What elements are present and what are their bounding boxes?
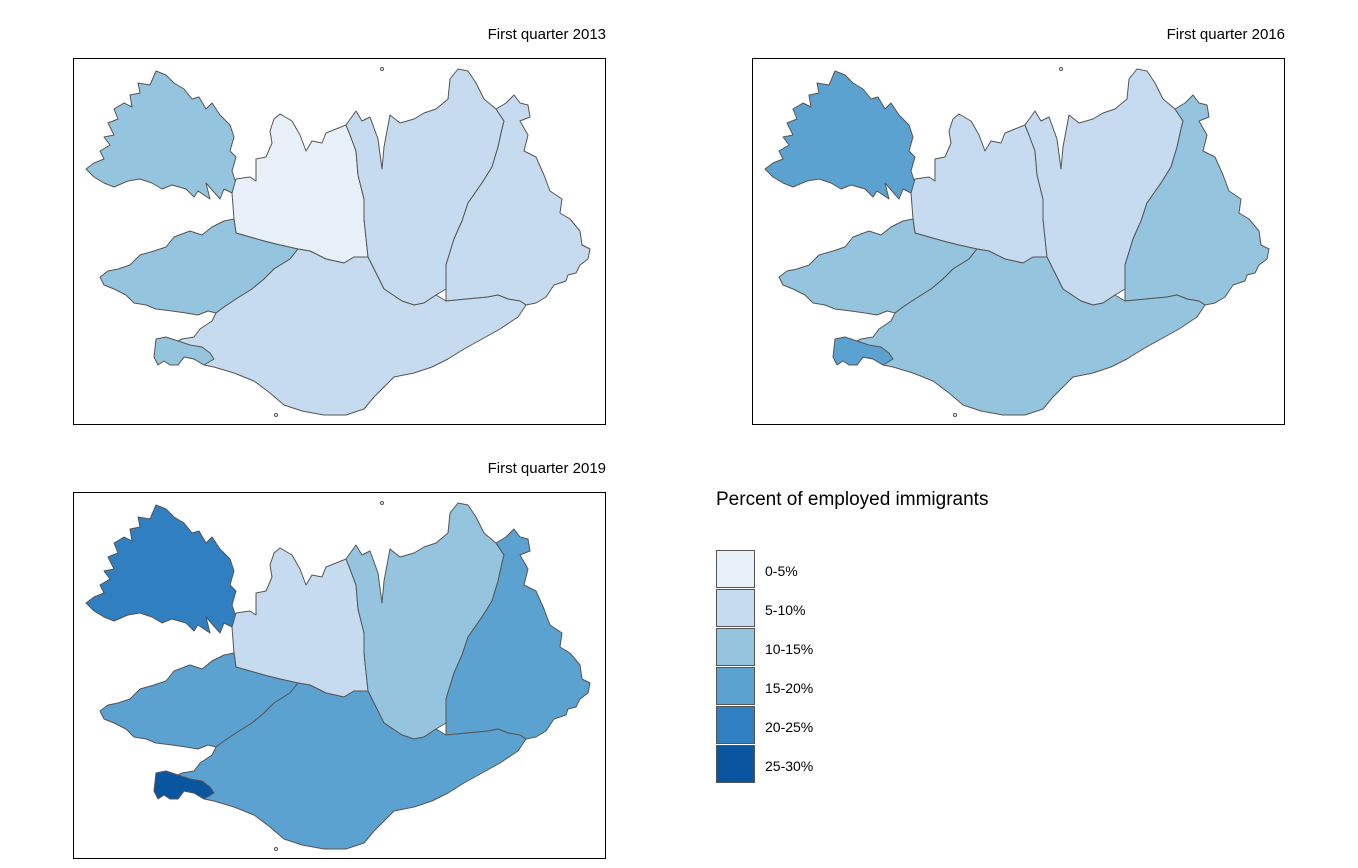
map-frame (73, 58, 606, 425)
panel-title: First quarter 2019 (487, 460, 606, 477)
panel-title: First quarter 2016 (1166, 26, 1285, 43)
iceland-map (85, 67, 591, 417)
islet-grimsey (1059, 67, 1063, 71)
iceland-map (85, 501, 591, 851)
region-east (1124, 94, 1270, 306)
panel-title: First quarter 2013 (487, 26, 606, 43)
region-capital (153, 336, 215, 366)
islet-grimsey (380, 67, 384, 71)
region-westfjords (85, 504, 237, 634)
legend-label: 20-25% (765, 719, 814, 735)
islet-vestmannaeyjar (953, 413, 957, 417)
legend-label: 15-20% (765, 680, 814, 696)
iceland-map (764, 67, 1270, 417)
legend-list: 0-5% 5-10% 10-15% 15-20% 20-25% 25-30% (716, 550, 876, 784)
region-westfjords (764, 70, 916, 200)
legend-label: 10-15% (765, 641, 814, 657)
legend-swatch (716, 550, 755, 588)
region-capital (832, 336, 894, 366)
islet-vestmannaeyjar (274, 847, 278, 851)
islet-grimsey (380, 501, 384, 505)
legend-item: 25-30% (716, 745, 876, 784)
region-capital (153, 770, 215, 800)
legend-item: 5-10% (716, 589, 876, 628)
legend-item: 15-20% (716, 667, 876, 706)
map-legend: Percent of employed immigrants 0-5% 5-10… (716, 488, 989, 783)
legend-item: 10-15% (716, 628, 876, 667)
legend-label: 0-5% (765, 563, 798, 579)
region-south (161, 248, 527, 416)
legend-swatch (716, 589, 755, 627)
legend-item: 0-5% (716, 550, 876, 589)
region-south (161, 682, 527, 850)
legend-swatch (716, 745, 755, 783)
map-frame (73, 492, 606, 859)
legend-label: 25-30% (765, 758, 814, 774)
legend-title: Percent of employed immigrants (716, 489, 989, 510)
region-east (445, 94, 591, 306)
region-south (840, 248, 1206, 416)
legend-swatch (716, 628, 755, 666)
legend-item: 20-25% (716, 706, 876, 745)
region-westfjords (85, 70, 237, 200)
map-frame (752, 58, 1285, 425)
legend-swatch (716, 706, 755, 744)
region-east (445, 528, 591, 740)
legend-label: 5-10% (765, 602, 806, 618)
legend-swatch (716, 667, 755, 705)
islet-vestmannaeyjar (274, 413, 278, 417)
